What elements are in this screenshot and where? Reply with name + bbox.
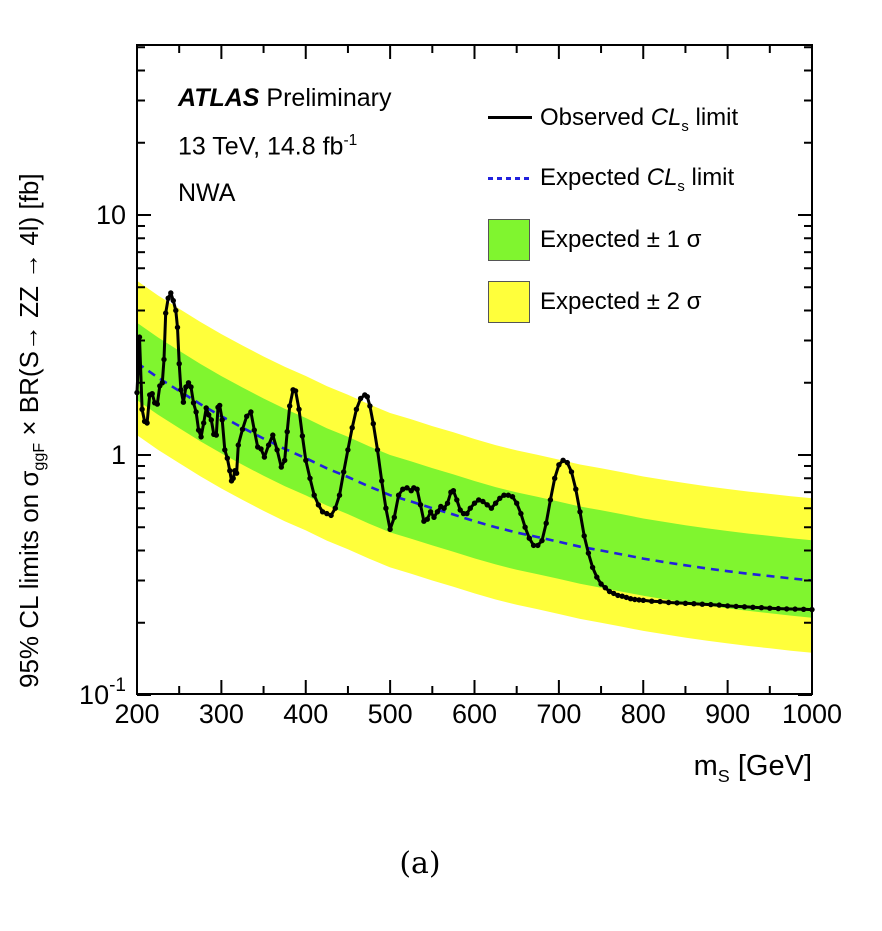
x-tick-label: 400	[283, 699, 328, 729]
legend-1sigma-label: Expected ± 1 σ	[540, 226, 702, 253]
x-title-text: m	[693, 750, 718, 782]
x-tick-label: 200	[114, 699, 159, 729]
x-title-subscript: S	[717, 765, 730, 786]
legend-expected-cl: CL	[646, 164, 678, 191]
atlas-logo-text: ATLAS	[178, 84, 260, 112]
legend-2sigma-swatch	[488, 281, 530, 323]
legend-expected-label: Expected CLs limit	[540, 164, 734, 195]
luminosity-label: 13 TeV, 14.8 fb-1	[178, 132, 357, 161]
legend-observed-post: limit	[688, 104, 739, 131]
figure-caption: (a)	[399, 846, 441, 881]
observed-limit-markers	[134, 290, 815, 613]
legend-1sigma-swatch	[488, 219, 530, 261]
x-axis-title: mS [GeV]	[500, 750, 812, 787]
y-tick-label: 1	[111, 440, 126, 470]
x-tick-label: 900	[705, 699, 750, 729]
legend-expected-post: limit	[684, 164, 735, 191]
atlas-status-text: Preliminary	[259, 84, 392, 112]
x-tick-label: 800	[621, 699, 666, 729]
lumi-superscript: -1	[343, 132, 358, 149]
legend-expected-line-sample	[488, 177, 532, 180]
band-1sigma	[137, 322, 812, 618]
x-tick-label: 1000	[782, 699, 842, 729]
x-tick-label: 600	[452, 699, 497, 729]
legend-observed-cl: CL	[650, 104, 682, 131]
lumi-text: 13 TeV, 14.8 fb	[178, 132, 344, 161]
x-tick-label: 700	[536, 699, 581, 729]
y-tick-label: 10-1	[79, 675, 126, 710]
legend-expected-pre: Expected	[540, 164, 647, 191]
x-title-unit: [GeV]	[729, 750, 812, 782]
legend-observed-label: Observed CLs limit	[540, 104, 738, 135]
legend-observed-sub: s	[681, 118, 689, 135]
experiment-label: ATLAS Preliminary	[178, 84, 391, 113]
y-axis-title: 95% CL limits on σggF × BR(S→ ZZ → 4l) […	[14, 32, 49, 688]
y-title-subscript: ggF	[30, 442, 49, 471]
analysis-label: NWA	[178, 179, 236, 207]
x-tick-label: 500	[368, 699, 413, 729]
expected-limit-line	[136, 361, 813, 582]
y-tick-label: 10	[96, 200, 126, 230]
y-title-text-post: × BR(S→ ZZ → 4l) [fb]	[14, 173, 44, 443]
legend-observed-pre: Observed	[540, 104, 651, 131]
x-tick-label: 300	[199, 699, 244, 729]
legend-expected-sub: s	[677, 178, 685, 195]
axis-ticks	[136, 45, 813, 696]
y-title-text: 95% CL limits on σ	[14, 470, 44, 688]
legend-2sigma-label: Expected ± 2 σ	[540, 288, 702, 315]
legend-observed-line-sample	[488, 116, 532, 119]
